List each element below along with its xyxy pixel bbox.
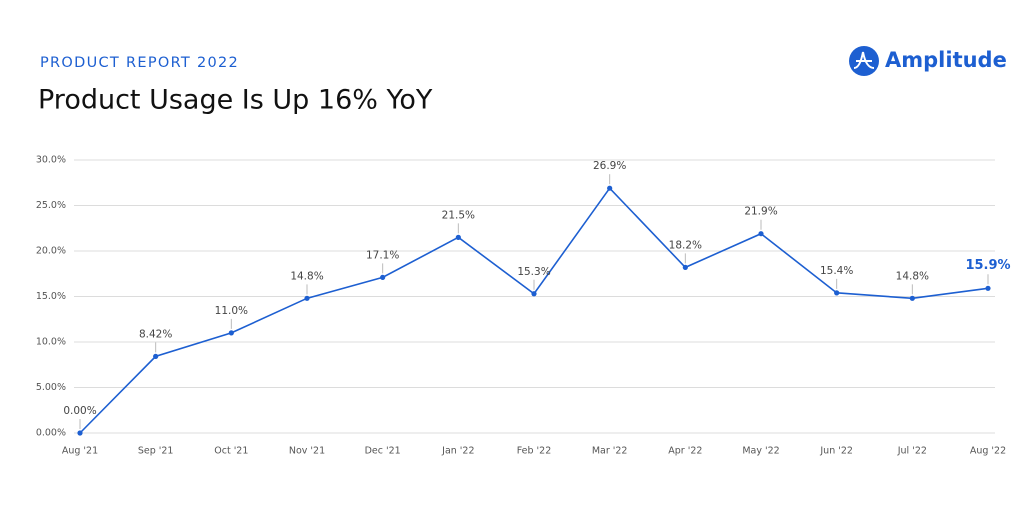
value-label: 26.9%	[593, 160, 626, 172]
data-point	[531, 291, 537, 297]
data-point	[228, 330, 234, 336]
brand-name: Amplitude	[885, 48, 1007, 72]
y-tick-label: 5.00%	[36, 382, 66, 393]
data-point	[682, 264, 688, 270]
x-tick-label: Nov '21	[289, 446, 325, 457]
x-tick-label: Feb '22	[517, 446, 552, 457]
value-label: 15.9%	[965, 258, 1010, 273]
data-point	[758, 231, 764, 237]
value-label: 11.0%	[215, 305, 248, 317]
y-tick-label: 0.00%	[36, 428, 66, 439]
value-label: 17.1%	[366, 249, 399, 261]
data-point	[304, 295, 310, 301]
x-tick-label: Oct '21	[214, 446, 248, 457]
data-point	[607, 185, 613, 191]
value-label: 21.9%	[744, 206, 777, 218]
brand-logo: Amplitude	[849, 46, 1007, 76]
x-tick-label: May '22	[742, 446, 779, 457]
data-point	[153, 353, 159, 359]
x-tick-label: Apr '22	[668, 446, 702, 457]
data-point	[985, 285, 991, 291]
x-tick-label: Mar '22	[592, 446, 628, 457]
value-label: 0.00%	[63, 405, 96, 417]
data-point	[380, 274, 386, 280]
chart-title: Product Usage Is Up 16% YoY	[38, 85, 433, 116]
y-tick-label: 20.0%	[36, 246, 66, 257]
chart-subtitle: PRODUCT REPORT 2022	[40, 55, 239, 71]
data-point	[455, 234, 461, 240]
data-point	[909, 295, 915, 301]
x-tick-label: Sep '21	[138, 446, 174, 457]
value-label: 18.2%	[669, 239, 702, 251]
x-tick-label: Jun '22	[819, 446, 853, 457]
x-tick-label: Jul '22	[897, 446, 927, 457]
data-point	[77, 430, 83, 436]
x-tick-label: Aug '22	[970, 446, 1006, 457]
y-tick-label: 30.0%	[36, 155, 66, 166]
value-label: 21.5%	[442, 209, 475, 221]
value-label: 14.8%	[290, 270, 323, 282]
data-point	[834, 290, 840, 296]
y-tick-label: 10.0%	[36, 337, 66, 348]
x-tick-label: Dec '21	[365, 446, 401, 457]
logo-mark	[853, 51, 875, 69]
y-tick-label: 25.0%	[36, 200, 66, 211]
value-label: 14.8%	[896, 270, 929, 282]
value-label: 15.4%	[820, 265, 853, 277]
value-label: 8.42%	[139, 328, 172, 340]
x-tick-label: Jan '22	[441, 446, 474, 457]
x-tick-label: Aug '21	[62, 446, 98, 457]
y-tick-label: 15.0%	[36, 291, 66, 302]
value-label: 15.3%	[517, 266, 550, 278]
